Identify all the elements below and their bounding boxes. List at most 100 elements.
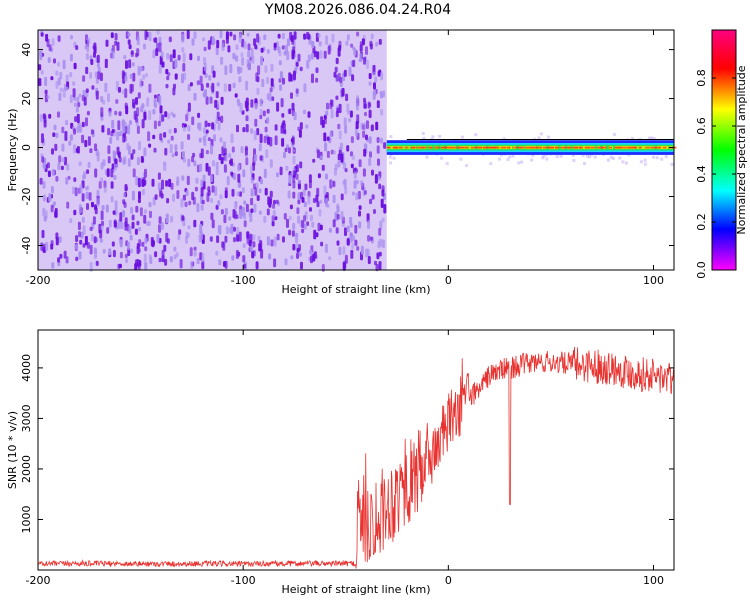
- noise-speck: [334, 211, 338, 222]
- noise-speck: [297, 192, 301, 200]
- tone-halo: [389, 135, 393, 139]
- noise-speck: [286, 218, 289, 228]
- noise-speck: [228, 227, 232, 234]
- tone-halo: [605, 138, 609, 142]
- noise-speck: [311, 40, 315, 49]
- noise-speck: [193, 92, 197, 101]
- noise-speck: [311, 221, 315, 228]
- noise-speck: [77, 121, 81, 131]
- noise-speck: [182, 194, 186, 201]
- noise-speck: [232, 209, 236, 219]
- noise-speck: [59, 253, 63, 259]
- noise-speck: [236, 124, 239, 133]
- noise-speck: [379, 91, 383, 96]
- noise-speck: [266, 236, 270, 246]
- noise-speck: [219, 30, 223, 39]
- noise-speck: [91, 201, 94, 208]
- noise-speck: [338, 149, 342, 156]
- noise-speck: [102, 249, 106, 254]
- noise-speck: [84, 139, 88, 148]
- noise-speck: [307, 33, 311, 40]
- noise-speck: [135, 97, 138, 105]
- noise-speck: [100, 225, 104, 231]
- noise-speck: [297, 53, 301, 62]
- noise-speck: [339, 76, 343, 84]
- noise-speck: [313, 50, 317, 58]
- noise-speck: [216, 39, 220, 49]
- noise-speck: [255, 261, 259, 270]
- noise-speck: [267, 136, 270, 145]
- noise-speck: [114, 158, 118, 165]
- noise-speck: [124, 75, 128, 82]
- noise-speck: [358, 205, 362, 210]
- noise-speck: [316, 51, 320, 60]
- noise-speck: [148, 31, 152, 42]
- tone-halo: [655, 156, 659, 160]
- noise-speck: [118, 219, 121, 229]
- noise-speck: [166, 198, 170, 204]
- noise-speck: [136, 245, 140, 255]
- noise-speck: [101, 125, 105, 133]
- tone-halo: [388, 155, 392, 159]
- noise-speck: [372, 71, 376, 76]
- noise-speck: [330, 109, 334, 119]
- noise-speck: [284, 147, 288, 153]
- noise-speck: [344, 125, 348, 134]
- noise-speck: [377, 158, 380, 166]
- noise-speck: [107, 156, 111, 164]
- noise-speck: [244, 145, 248, 151]
- noise-speck: [63, 250, 67, 259]
- noise-speck: [342, 261, 346, 271]
- noise-speck: [134, 228, 138, 235]
- noise-speck: [353, 171, 357, 180]
- noise-speck: [129, 73, 133, 79]
- noise-speck: [340, 142, 343, 150]
- noise-speck: [228, 83, 232, 92]
- noise-speck: [315, 232, 319, 238]
- tone-halo: [651, 138, 655, 142]
- noise-speck: [237, 251, 241, 257]
- noise-speck: [178, 229, 182, 235]
- noise-speck: [299, 161, 303, 169]
- noise-speck: [219, 137, 223, 143]
- noise-speck: [228, 216, 232, 221]
- noise-speck: [151, 239, 155, 248]
- tone-core: [566, 146, 572, 149]
- noise-speck: [368, 158, 372, 166]
- noise-speck: [316, 201, 320, 208]
- noise-speck: [55, 80, 59, 89]
- noise-speck: [75, 106, 79, 113]
- noise-speck: [82, 174, 86, 180]
- noise-speck: [321, 264, 325, 272]
- noise-speck: [81, 134, 85, 144]
- noise-speck: [334, 66, 338, 73]
- tone-core: [584, 146, 591, 149]
- noise-speck: [343, 117, 347, 126]
- noise-speck: [39, 114, 43, 122]
- noise-speck: [350, 249, 354, 259]
- noise-speck: [172, 49, 176, 59]
- noise-speck: [149, 210, 152, 219]
- tone-halo: [643, 158, 647, 162]
- noise-speck: [231, 188, 235, 197]
- noise-speck: [143, 114, 147, 121]
- noise-speck: [46, 162, 50, 169]
- noise-speck: [174, 151, 178, 157]
- noise-speck: [367, 220, 371, 229]
- noise-speck: [212, 70, 216, 78]
- noise-speck: [125, 186, 129, 191]
- spectrogram-noise-region: [38, 30, 387, 272]
- noise-speck: [158, 42, 162, 53]
- noise-speck: [297, 215, 300, 224]
- noise-speck: [128, 226, 132, 235]
- noise-speck: [62, 59, 66, 70]
- noise-speck: [340, 193, 344, 201]
- noise-speck: [376, 100, 380, 109]
- noise-speck: [199, 75, 203, 86]
- noise-speck: [144, 209, 147, 214]
- noise-speck: [363, 97, 366, 103]
- noise-speck: [226, 176, 230, 186]
- noise-speck: [270, 78, 274, 87]
- noise-speck: [344, 186, 348, 195]
